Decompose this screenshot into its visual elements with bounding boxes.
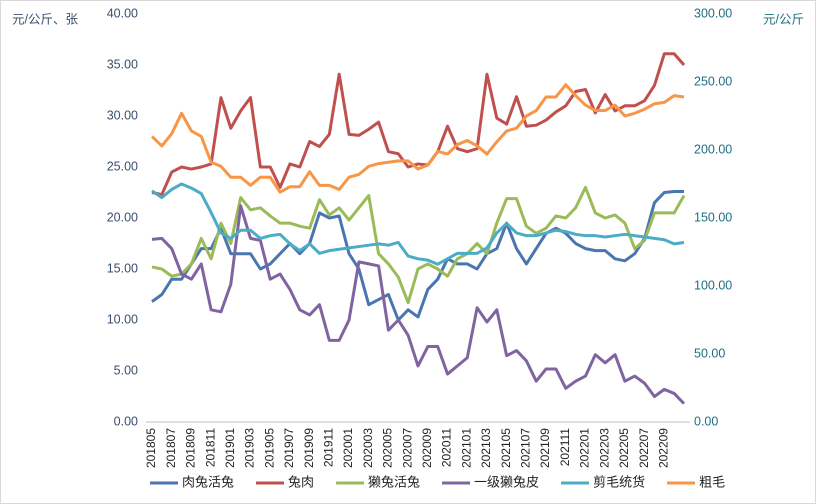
x-tick-label: 201811 [203, 428, 217, 467]
y-tick-label: 40.00 [107, 6, 138, 20]
y2-tick-label: 200.00 [694, 142, 732, 156]
y-tick-label: 30.00 [107, 108, 138, 122]
series-line [151, 52, 686, 197]
x-tick-label: 202111 [558, 428, 572, 467]
x-tick-label: 202101 [459, 428, 473, 468]
y2-tick-label: 300.00 [694, 6, 732, 20]
x-tick-label: 201903 [243, 428, 257, 468]
x-tick-label: 202201 [578, 428, 592, 468]
x-tick-label: 202011 [440, 428, 454, 467]
legend-label: 粗毛 [699, 474, 725, 489]
y2-tick-label: 50.00 [694, 346, 725, 360]
y-tick-label: 25.00 [107, 159, 138, 173]
series-line [150, 83, 685, 194]
x-tick-label: 202105 [499, 428, 513, 468]
y-tick-label: 0.00 [114, 414, 138, 428]
x-tick-label: 201911 [322, 428, 336, 467]
x-tick-label: 202209 [656, 428, 670, 468]
x-tick-label: 202103 [479, 428, 493, 468]
series-line [151, 189, 684, 322]
x-tick-label: 202107 [519, 428, 533, 468]
x-tick-label: 202007 [400, 428, 414, 468]
x-tick-label: 202203 [597, 428, 611, 468]
y-tick-label: 5.00 [114, 363, 138, 377]
legend-label: 兔肉 [288, 474, 314, 489]
x-tick-label: 201909 [302, 428, 316, 468]
x-tick-label: 201807 [164, 428, 178, 468]
x-tick-label: 201901 [223, 428, 237, 468]
x-tick-label: 201809 [184, 428, 198, 468]
x-tick-label: 202205 [617, 428, 631, 468]
x-tick-label: 202005 [381, 428, 395, 468]
x-tick-label: 201905 [262, 428, 276, 468]
y2-axis-label: 元/公斤 [763, 12, 804, 26]
series-line [151, 204, 686, 405]
y2-tick-label: 250.00 [694, 74, 732, 88]
x-tick-label: 202003 [361, 428, 375, 468]
y2-tick-label: 150.00 [694, 210, 732, 224]
series-line [151, 182, 685, 266]
y2-tick-label: 0.00 [694, 414, 718, 428]
y-tick-label: 35.00 [107, 57, 138, 71]
legend-label: 肉兔活兔 [182, 474, 234, 489]
series-line [151, 185, 686, 305]
x-tick-label: 201805 [144, 428, 158, 468]
y-tick-label: 15.00 [107, 261, 138, 275]
legend-label: 獭兔活兔 [368, 474, 420, 489]
y-axis-label: 元/公斤、张 [12, 11, 78, 26]
legend-label: 剪毛统货 [593, 474, 645, 489]
y-tick-label: 10.00 [107, 312, 138, 326]
x-tick-label: 201907 [282, 428, 296, 468]
x-tick-label: 202009 [420, 428, 434, 468]
x-tick-label: 202001 [341, 428, 355, 468]
y-tick-label: 20.00 [107, 210, 138, 224]
x-tick-label: 202109 [538, 428, 552, 468]
x-tick-label: 202207 [637, 428, 651, 468]
legend-label: 一级獭兔皮 [474, 474, 539, 489]
y2-tick-label: 100.00 [694, 278, 732, 292]
